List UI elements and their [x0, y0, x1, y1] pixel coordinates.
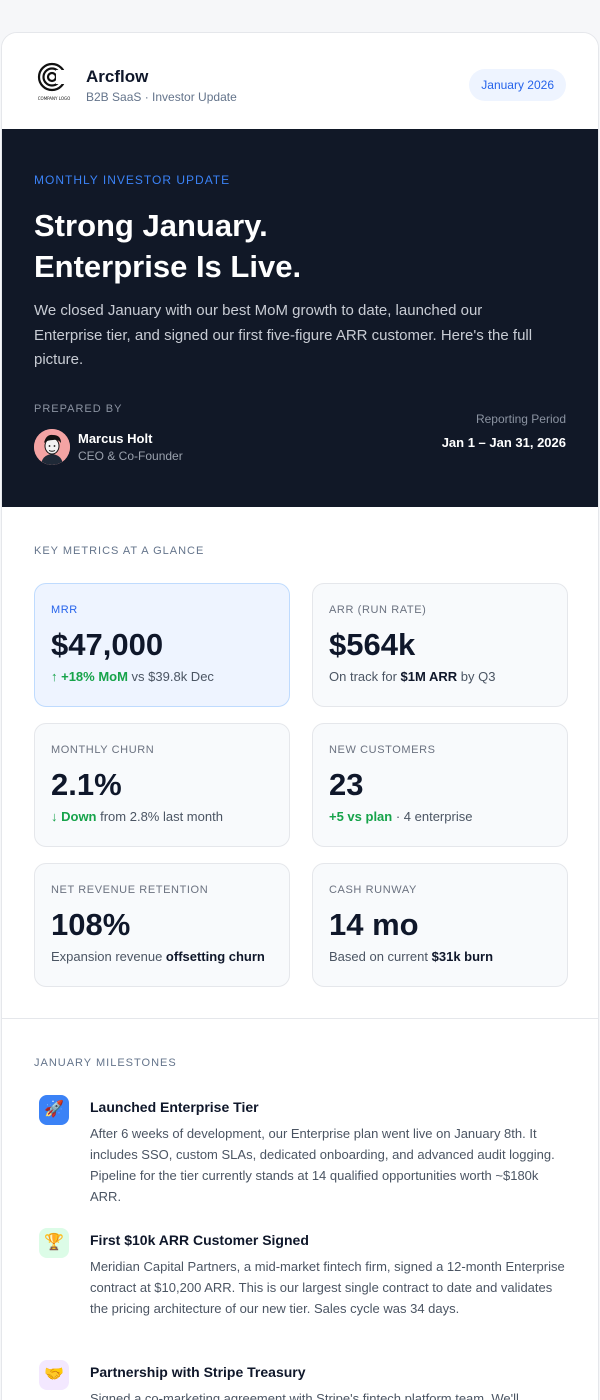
metric-subtext: Based on current $31k burn	[329, 949, 551, 964]
metric-sub-pre: Based on current	[329, 949, 432, 964]
brand-block: Arcflow B2B SaaS · Investor Update	[86, 67, 237, 105]
metric-sub-bold: offsetting churn	[165, 949, 265, 964]
metric-card-new-customers: NEW CUSTOMERS 23 +5 vs plan · 4 enterpri…	[312, 723, 568, 847]
metric-subtext: On track for $1M ARR by Q3	[329, 669, 551, 684]
metric-delta: +5 vs plan	[329, 809, 393, 824]
reporting-period-value: Jan 1 – Jan 31, 2026	[441, 435, 566, 450]
brand-subtitle: B2B SaaS · Investor Update	[86, 90, 237, 104]
metrics-section: KEY METRICS AT A GLANCE MRR $47,000 ↑ +1…	[2, 507, 598, 1019]
hero-title: Strong January. Enterprise Is Live.	[34, 205, 554, 287]
metric-sub-bold: $1M ARR	[400, 669, 458, 684]
rocket-icon: 🚀	[39, 1095, 69, 1125]
metric-sub-pre: On track for	[329, 669, 401, 684]
metric-delta: ↓ Down	[51, 809, 97, 824]
metric-card-runway: CASH RUNWAY 14 mo Based on current $31k …	[312, 863, 568, 987]
metric-sub-bold: $31k burn	[431, 949, 494, 964]
metric-delta: ↑ +18% MoM	[51, 669, 128, 684]
hero-eyebrow: MONTHLY INVESTOR UPDATE	[34, 173, 231, 187]
period-badge: January 2026	[469, 69, 566, 101]
reporting-period-label: Reporting Period	[475, 412, 566, 426]
metric-label: ARR (RUN RATE)	[329, 604, 427, 616]
prepared-by-label: PREPARED BY	[34, 403, 123, 415]
company-logo: COMPANY LOGO	[34, 61, 74, 105]
metric-subtext: +5 vs plan · 4 enterprise	[329, 809, 551, 824]
metric-card-churn: MONTHLY CHURN 2.1% ↓ Down from 2.8% last…	[34, 723, 290, 847]
milestones-section-label: JANUARY MILESTONES	[34, 1057, 177, 1069]
hero-section: MONTHLY INVESTOR UPDATE Strong January. …	[2, 129, 598, 507]
metric-comparison: · 4 enterprise	[392, 809, 473, 824]
metric-label: MONTHLY CHURN	[51, 744, 155, 756]
metric-value: 2.1%	[51, 767, 122, 802]
metric-sub-post: by Q3	[457, 669, 496, 684]
metric-subtext: ↓ Down from 2.8% last month	[51, 809, 273, 824]
milestone-title: Partnership with Stripe Treasury	[90, 1364, 306, 1380]
metric-comparison: vs $39.8k Dec	[127, 669, 214, 684]
logo-caption: COMPANY LOGO	[37, 96, 71, 101]
newsletter-card: COMPANY LOGO Arcflow B2B SaaS · Investor…	[1, 32, 599, 1400]
metric-card-nrr: NET REVENUE RETENTION 108% Expansion rev…	[34, 863, 290, 987]
metric-value: 108%	[51, 907, 131, 942]
avatar	[34, 429, 70, 465]
author-name: Marcus Holt	[78, 431, 153, 446]
milestone-body: Signed a co-marketing agreement with Str…	[90, 1391, 519, 1400]
milestone-body: Meridian Capital Partners, a mid-market …	[90, 1259, 565, 1316]
metric-card-arr: ARR (RUN RATE) $564k On track for $1M AR…	[312, 583, 568, 707]
hero-title-line-2: Enterprise Is Live.	[34, 249, 302, 284]
metric-sub-pre: Expansion revenue	[51, 949, 166, 964]
metric-subtext: ↑ +18% MoM vs $39.8k Dec	[51, 669, 273, 684]
email-header: COMPANY LOGO Arcflow B2B SaaS · Investor…	[2, 33, 598, 129]
milestone-title: Launched Enterprise Tier	[90, 1099, 259, 1115]
metric-label: MRR	[51, 604, 78, 616]
author-role: CEO & Co-Founder	[78, 449, 183, 463]
trophy-icon: 🏆	[39, 1228, 69, 1258]
hero-body: We closed January with our best MoM grow…	[34, 302, 533, 368]
metric-value: $564k	[329, 627, 416, 662]
hero-title-line-1: Strong January.	[34, 208, 268, 243]
metric-value: $47,000	[51, 627, 164, 662]
metric-card-mrr: MRR $47,000 ↑ +18% MoM vs $39.8k Dec	[34, 583, 290, 707]
metric-label: NEW CUSTOMERS	[329, 744, 436, 756]
brand-name: Arcflow	[86, 67, 149, 86]
metric-label: NET REVENUE RETENTION	[51, 884, 209, 896]
logo-mark-icon	[37, 62, 68, 92]
metrics-section-label: KEY METRICS AT A GLANCE	[34, 545, 205, 557]
milestone-title: First $10k ARR Customer Signed	[90, 1232, 309, 1248]
metric-label: CASH RUNWAY	[329, 884, 417, 896]
handshake-icon: 🤝	[39, 1360, 69, 1390]
metric-value: 14 mo	[329, 907, 419, 942]
metric-comparison: from 2.8% last month	[96, 809, 223, 824]
metric-value: 23	[329, 767, 364, 802]
person-avatar-icon	[34, 429, 70, 465]
metric-subtext: Expansion revenue offsetting churn	[51, 949, 273, 964]
milestone-body: After 6 weeks of development, our Enterp…	[90, 1126, 555, 1204]
